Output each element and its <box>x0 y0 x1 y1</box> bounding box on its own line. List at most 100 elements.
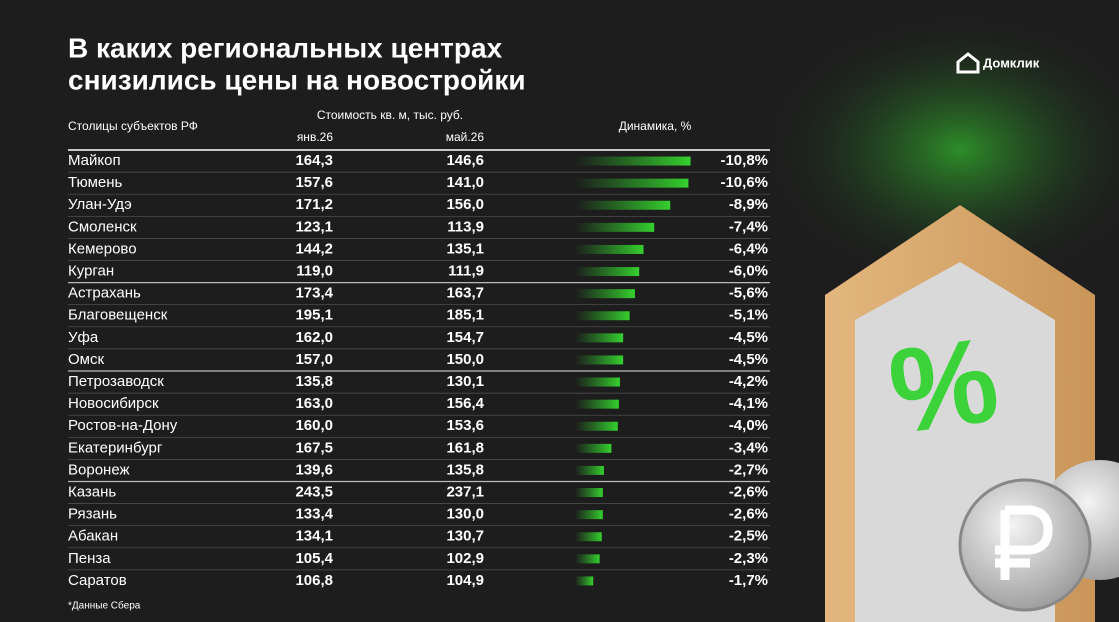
change-bar <box>575 377 620 387</box>
price-may: 156,0 <box>446 196 484 213</box>
price-jan: 105,4 <box>295 550 333 567</box>
price-jan: 157,6 <box>295 174 333 191</box>
city: Саратов <box>68 572 127 589</box>
price-may: 135,8 <box>446 461 484 478</box>
title-line: В каких региональных центрах <box>68 32 503 63</box>
city: Смоленск <box>68 218 137 235</box>
city: Майкоп <box>68 152 121 169</box>
city: Пенза <box>68 550 111 567</box>
change-label: -10,8% <box>720 152 768 169</box>
price-jan: 162,0 <box>295 329 333 346</box>
brand: Домклик <box>983 55 1040 70</box>
change-label: -2,7% <box>729 461 768 478</box>
price-may: 130,7 <box>446 528 484 545</box>
glow <box>760 10 1119 290</box>
price-may: 102,9 <box>446 550 484 567</box>
price-may: 113,9 <box>447 218 484 235</box>
column-header: Стоимость кв. м, тыс. руб. <box>317 108 463 122</box>
column-header: Столицы субъектов РФ <box>68 119 198 133</box>
change-bar <box>575 244 644 254</box>
price-may: 130,1 <box>446 373 484 390</box>
price-may: 237,1 <box>446 484 484 501</box>
price-jan: 160,0 <box>295 417 333 434</box>
change-bar <box>575 289 635 299</box>
change-bar <box>575 311 630 321</box>
table-rows: Майкоп 164,3 146,6 -10,8% Тюмень 157,6 141,0 -1… <box>68 152 770 589</box>
column-header: янв.26 <box>297 130 334 144</box>
price-may: 154,7 <box>446 329 484 346</box>
price-jan: 134,1 <box>295 528 333 545</box>
change-label: -1,7% <box>729 572 768 589</box>
change-bar <box>575 532 602 542</box>
change-bar <box>575 399 619 409</box>
city: Екатеринбург <box>68 439 163 456</box>
change-label: -4,2% <box>729 373 768 390</box>
price-jan: 135,8 <box>295 373 333 390</box>
price-may: 150,0 <box>446 351 484 368</box>
price-jan: 243,5 <box>295 484 333 501</box>
city: Кемерово <box>68 240 137 257</box>
change-label: -4,1% <box>729 395 768 412</box>
price-jan: 123,1 <box>295 218 333 235</box>
city: Петрозаводск <box>68 373 164 390</box>
column-header: Динамика, % <box>619 119 692 133</box>
city: Казань <box>68 484 116 501</box>
change-label: -2,5% <box>729 528 768 545</box>
change-bar <box>575 222 655 232</box>
title-line: снизились цены на новостройки <box>68 64 526 95</box>
change-label: -2,3% <box>729 550 768 567</box>
price-jan: 133,4 <box>295 506 333 523</box>
price-may: 135,1 <box>446 240 484 257</box>
price-jan: 106,8 <box>295 572 333 589</box>
price-may: 163,7 <box>446 285 484 302</box>
price-jan: 119,0 <box>296 263 333 280</box>
city: Улан-Удэ <box>68 196 132 213</box>
change-label: -4,5% <box>729 329 768 346</box>
city: Омск <box>68 351 104 368</box>
change-label: -10,6% <box>720 174 768 191</box>
city: Тюмень <box>68 174 123 191</box>
city: Курган <box>68 263 114 280</box>
column-header: май.26 <box>446 130 485 144</box>
change-label: -2,6% <box>729 506 768 523</box>
price-may: 141,0 <box>446 174 484 191</box>
change-bar <box>575 200 671 210</box>
change-bar <box>575 333 624 343</box>
change-label: -4,0% <box>729 417 768 434</box>
change-label: -4,5% <box>729 351 768 368</box>
city: Воронеж <box>68 461 130 478</box>
price-jan: 163,0 <box>295 395 333 412</box>
change-label: -3,4% <box>729 439 768 456</box>
price-may: 130,0 <box>446 506 484 523</box>
change-bar <box>575 421 618 431</box>
city: Астрахань <box>68 285 141 302</box>
change-bar <box>575 465 604 475</box>
price-may: 111,9 <box>448 263 484 280</box>
price-may: 185,1 <box>446 307 484 324</box>
city: Абакан <box>68 528 118 545</box>
price-may: 153,6 <box>446 417 484 434</box>
change-bar <box>575 156 691 166</box>
price-jan: 164,3 <box>295 152 333 169</box>
city: Благовещенск <box>68 307 168 324</box>
city: Новосибирск <box>68 395 159 412</box>
footnote: *Данные Сбера <box>68 600 141 612</box>
decoration: % <box>825 52 1119 622</box>
price-may: 161,8 <box>446 439 484 456</box>
change-label: -5,1% <box>729 307 768 324</box>
price-jan: 167,5 <box>295 439 333 456</box>
city: Уфа <box>68 329 99 346</box>
change-bar <box>575 355 624 365</box>
change-label: -8,9% <box>729 196 768 213</box>
change-label: -2,6% <box>729 484 768 501</box>
change-bar <box>575 554 600 564</box>
price-may: 146,6 <box>446 152 484 169</box>
price-jan: 173,4 <box>295 285 333 302</box>
change-label: -5,6% <box>729 285 768 302</box>
price-may: 156,4 <box>446 395 484 412</box>
change-label: -6,0% <box>729 263 768 280</box>
change-bar <box>575 443 612 453</box>
price-jan: 171,2 <box>295 196 333 213</box>
price-jan: 195,1 <box>295 307 333 324</box>
price-may: 104,9 <box>446 572 484 589</box>
